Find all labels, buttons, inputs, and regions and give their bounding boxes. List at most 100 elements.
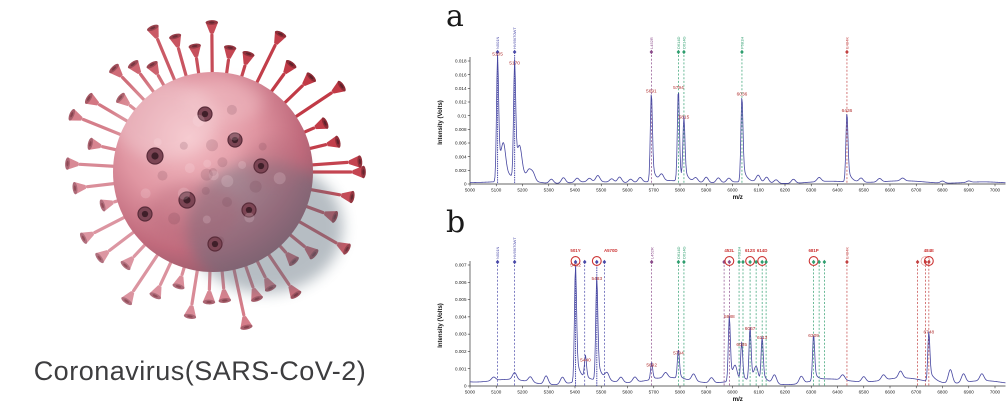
mutant-circle-icon xyxy=(745,256,756,266)
spectrum-b-chart: 5000 5100 5200 5300 5400 5500 5600 5700 5800 5900… xyxy=(438,237,1006,403)
y-tick-label: 0.008 xyxy=(455,127,467,132)
spectrum-panel-a: 5000 5100 5200 5300 5400 5500 5600 5700 5800 5900… xyxy=(430,0,1007,206)
x-tick-label: 5700 xyxy=(649,188,660,193)
coronavirus-3d-image xyxy=(65,20,366,330)
x-tick-label: 6900 xyxy=(964,188,975,193)
marker-diamond-icon xyxy=(845,259,849,265)
x-tick-label: 6900 xyxy=(964,390,975,395)
peak-mz-label: 5794 xyxy=(673,85,684,91)
y-tick-label: 0.006 xyxy=(455,141,467,146)
mutant-circle-icon xyxy=(724,256,735,266)
marker-diamond-icon xyxy=(764,259,768,265)
virus-root xyxy=(65,20,366,330)
peak-mz-label: 6113 xyxy=(757,335,768,341)
x-tick-label: 5800 xyxy=(675,188,686,193)
x-tick-label: 5400 xyxy=(570,188,581,193)
peak-mz-label: 6748 xyxy=(924,330,935,336)
assay-rotated-label: HV69/70WT xyxy=(512,237,517,259)
peak-mz-label: 5988 xyxy=(724,314,735,320)
assay-rotated-label: P681H xyxy=(740,37,745,49)
marker-diamond-icon xyxy=(682,49,686,55)
x-tick-label: 5700 xyxy=(649,390,660,395)
marker-diamond-icon xyxy=(512,49,517,55)
x-tick-label: 6800 xyxy=(937,188,948,193)
x-tick-label: 6000 xyxy=(727,188,738,193)
y-tick-label: 0 xyxy=(464,182,467,187)
panel-a-label: a xyxy=(446,0,464,34)
y-tick-label: 0.006 xyxy=(455,280,467,285)
x-tick-label: 6200 xyxy=(780,188,791,193)
marker-diamond-icon xyxy=(817,259,821,265)
marker-heads: N501N HV69/70WT 501Y A570D L452R D614D D614G 45… xyxy=(495,237,934,266)
axes: 5000 5100 5200 5300 5400 5500 5600 5700 5800 5900… xyxy=(438,57,1006,201)
assay-rotated-label: P681H xyxy=(737,247,742,259)
assay-rotated-label: E484K xyxy=(845,37,850,49)
marker-diamond-icon xyxy=(737,259,741,265)
marker-diamond-icon xyxy=(740,49,744,55)
x-tick-label: 5900 xyxy=(701,188,712,193)
peak-mz-label: 6035 xyxy=(736,342,747,348)
mutant-circle-icon xyxy=(570,256,581,266)
marker-diamond-icon xyxy=(923,259,928,265)
peak-mz-label: 5170 xyxy=(509,60,520,66)
x-tick-label: 6800 xyxy=(937,390,948,395)
mutation-label: 612S xyxy=(745,248,755,253)
peak-labels: 5105 5170 5691 5794 5815 6036 6436 xyxy=(492,51,852,120)
y-tick-label: 0.014 xyxy=(455,86,467,91)
mutant-circle-icon xyxy=(591,256,602,266)
marker-heads: N501N HV69/70WT L452R D614D D614G P681H E484K xyxy=(495,27,850,55)
x-tick-label: 7000 xyxy=(990,188,1001,193)
marker-diamond-icon xyxy=(741,259,745,265)
x-tick-label: 6700 xyxy=(911,390,922,395)
assay-rotated-label: D614D xyxy=(676,246,681,259)
x-tick-label: 5000 xyxy=(465,188,476,193)
y-tick-label: 0.003 xyxy=(455,332,467,337)
y-axis-title: Intensity (Volts) xyxy=(438,303,444,348)
marker-diamond-icon xyxy=(602,259,607,265)
spectrum-trace xyxy=(469,265,1006,386)
peak-mz-label: 5402 xyxy=(570,262,581,268)
assay-rotated-label: E484K xyxy=(845,247,850,259)
mutation-label: 614D xyxy=(757,248,768,253)
x-tick-label: 6700 xyxy=(911,188,922,193)
x-tick-label: 6300 xyxy=(806,188,817,193)
marker-diamond-icon xyxy=(727,259,732,265)
x-tick-label: 6300 xyxy=(806,390,817,395)
x-tick-label: 5400 xyxy=(570,390,581,395)
marker-diamond-icon xyxy=(495,49,500,55)
marker-diamond-icon xyxy=(845,49,849,55)
y-tick-label: 0.01 xyxy=(458,113,467,118)
mutation-label: 452L xyxy=(724,248,734,253)
marker-diamond-icon xyxy=(495,259,500,265)
x-tick-label: 5300 xyxy=(544,188,555,193)
y-tick-label: 0.002 xyxy=(455,349,467,354)
assay-markers xyxy=(497,265,930,386)
x-tick-label: 6500 xyxy=(859,390,870,395)
peak-mz-label: 6036 xyxy=(737,92,748,98)
x-tick-label: 6400 xyxy=(832,188,843,193)
x-tick-label: 5200 xyxy=(517,390,528,395)
peak-mz-label: 5440 xyxy=(580,357,591,363)
assay-rotated-label: D614D xyxy=(676,36,681,49)
x-tick-label: 5500 xyxy=(596,188,607,193)
assay-rotated-label: D614G xyxy=(682,246,687,259)
virus-image-panel xyxy=(6,0,430,356)
y-tick-label: 0.005 xyxy=(455,297,467,302)
peak-mz-label: 5105 xyxy=(492,51,503,57)
y-tick-label: 0.004 xyxy=(455,154,467,159)
marker-diamond-icon xyxy=(594,259,599,265)
virus-caption: Coronavirus(SARS-CoV-2) xyxy=(33,356,367,386)
marker-diamond-icon xyxy=(811,259,816,265)
peak-mz-label: 5794 xyxy=(673,350,684,356)
panel-b-label: b xyxy=(446,205,466,240)
assay-rotated-label: N501N xyxy=(495,246,500,259)
x-tick-label: 6100 xyxy=(754,188,765,193)
mutation-label: 681P xyxy=(808,248,818,253)
x-axis-title: m/z xyxy=(733,396,743,403)
peak-mz-label: 6067 xyxy=(745,326,756,332)
y-tick-label: 0.001 xyxy=(455,366,467,371)
x-tick-label: 5300 xyxy=(544,390,555,395)
x-tick-label: 7000 xyxy=(990,390,1001,395)
